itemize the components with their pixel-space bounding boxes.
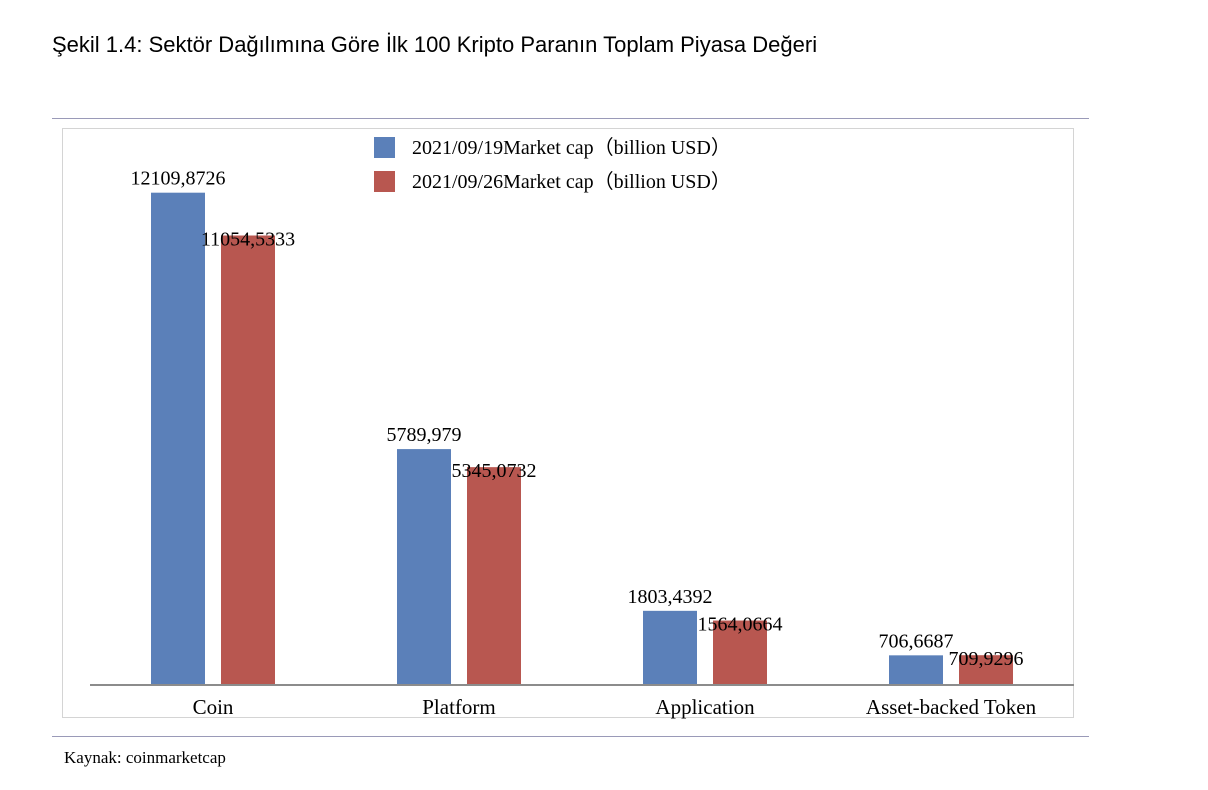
value-label-1-4: 706,6687 <box>879 630 954 652</box>
bar-2-2 <box>467 467 521 684</box>
category-label-3: Application <box>655 695 755 719</box>
category-label-1: Coin <box>193 695 234 719</box>
bar-1-2 <box>397 449 451 684</box>
top-rule <box>52 118 1089 119</box>
legend-label-1: 2021/09/19Market cap（billion USD） <box>412 136 731 159</box>
bar-2-4 <box>959 655 1013 684</box>
value-label-1-3: 1803,4392 <box>628 586 713 608</box>
legend-label-2: 2021/09/26Market cap（billion USD） <box>412 170 731 193</box>
chart-frame <box>62 128 1074 718</box>
bar-2-1 <box>221 235 275 685</box>
value-label-2-2: 5345,0732 <box>452 460 537 482</box>
value-label-1-1: 12109,8726 <box>131 168 226 190</box>
value-label-2-1: 11054,5333 <box>201 229 295 251</box>
category-label-2: Platform <box>422 695 496 719</box>
bar-1-3 <box>643 610 697 684</box>
bar-2-3 <box>713 620 767 684</box>
legend-swatch-2 <box>374 171 395 192</box>
category-label-4: Asset-backed Token <box>866 695 1037 719</box>
bar-1-4 <box>889 655 943 684</box>
value-label-2-4: 709,9296 <box>949 648 1024 670</box>
figure-title: Şekil 1.4: Sektör Dağılımına Göre İlk 10… <box>52 32 818 57</box>
legend-swatch-1 <box>374 137 395 158</box>
source-note: Kaynak: coinmarketcap <box>64 748 226 767</box>
bottom-rule <box>52 736 1089 737</box>
value-label-2-3: 1564,0664 <box>698 614 783 636</box>
bar-1-1 <box>151 192 205 684</box>
value-label-1-2: 5789,979 <box>387 424 462 446</box>
